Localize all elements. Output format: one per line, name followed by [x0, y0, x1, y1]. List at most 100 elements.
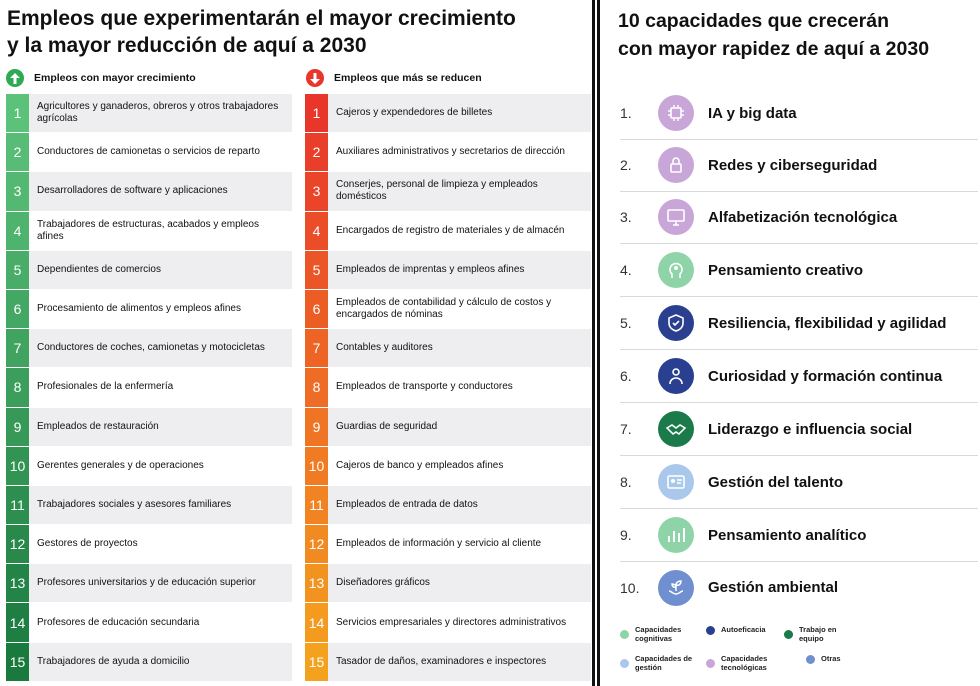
jobs-title-line2: y la mayor reducción de aquí a 2030 — [7, 34, 367, 57]
growth-row: 14 Profesores de educación secundaria — [6, 603, 292, 643]
decline-rank: 3 — [305, 172, 328, 211]
growth-label: Gestores de proyectos — [29, 525, 292, 564]
legend-swatch — [806, 655, 815, 664]
growth-rank: 11 — [6, 485, 29, 525]
growth-row: 8 Profesionales de la enfermería — [6, 368, 292, 408]
growth-header-label: Empleos con mayor crecimiento — [34, 72, 196, 84]
decline-label: Cajeros y expendedores de billetes — [328, 94, 591, 133]
legend-item: Capacidades cognitivas — [620, 625, 693, 643]
growth-rank: 6 — [6, 289, 29, 329]
decline-rank: 15 — [305, 642, 328, 681]
growth-rank: 1 — [6, 94, 29, 133]
decline-label: Empleados de imprentas y empleos afines — [328, 250, 591, 289]
growth-label: Empleados de restauración — [29, 407, 292, 446]
skill-label: Resiliencia, flexibilidad y agilidad — [708, 314, 947, 332]
analytics-icon — [658, 517, 694, 553]
growth-row: 10 Gerentes generales y de operaciones — [6, 446, 292, 486]
skill-rank: 10. — [620, 579, 640, 596]
growth-rank: 12 — [6, 525, 29, 564]
skill-item: 10. Gestión ambiental — [620, 561, 978, 614]
decline-label: Contables y auditores — [328, 329, 591, 368]
talent-card-icon — [658, 464, 694, 500]
skill-item: 6. Curiosidad y formación continua — [620, 350, 978, 403]
decline-row: 8 Empleados de transporte y conductores — [305, 368, 591, 408]
skill-item: 5. Resiliencia, flexibilidad y agilidad — [620, 297, 978, 350]
growth-rank: 9 — [6, 407, 29, 446]
skills-title-line1: 10 capacidades que crecerán — [618, 10, 889, 32]
decline-row: 13 Diseñadores gráficos — [305, 564, 591, 604]
growth-row: 6 Procesamiento de alimentos y empleos af… — [6, 289, 292, 330]
decline-label: Diseñadores gráficos — [328, 564, 591, 603]
decline-rank: 2 — [305, 133, 328, 172]
growth-rank: 7 — [6, 329, 29, 368]
growth-row: 11 Trabajadores sociales y asesores famil… — [6, 485, 292, 526]
decline-rank: 10 — [305, 446, 328, 485]
decline-row: 2 Auxiliares administrativos y secretario… — [305, 133, 591, 173]
skill-label: Gestión del talento — [708, 473, 844, 491]
skill-rank: 6. — [620, 368, 632, 384]
skill-item: 9. Pensamiento analítico — [620, 509, 978, 562]
skill-rank: 8. — [620, 474, 632, 490]
growth-label: Gerentes generales y de operaciones — [29, 446, 292, 485]
decline-label: Empleados de transporte y conductores — [328, 368, 591, 407]
skill-rank: 7. — [620, 421, 632, 437]
decline-rank: 1 — [305, 94, 328, 133]
growth-row: 1 Agricultores y ganaderos, obreros y otr… — [6, 94, 292, 134]
skill-item: 8. Gestión del talento — [620, 456, 978, 509]
growth-label: Conductores de camionetas o servicios de… — [29, 133, 292, 172]
legend-item: Capacidades de gestión — [620, 654, 693, 672]
growth-label: Trabajadores de estructuras, acabados y … — [29, 211, 292, 250]
skill-label: Pensamiento analítico — [708, 526, 867, 544]
skill-rank: 5. — [620, 315, 632, 331]
skill-rank: 3. — [620, 209, 632, 225]
growth-rank: 4 — [6, 211, 29, 250]
decline-rank: 4 — [305, 211, 328, 250]
growth-row: 12 Gestores de proyectos — [6, 525, 292, 565]
decline-label: Cajeros de banco y empleados afines — [328, 446, 591, 485]
decline-row: 1 Cajeros y expendedores de billetes — [305, 94, 591, 134]
growth-rank: 15 — [6, 642, 29, 681]
decline-rank: 14 — [305, 603, 328, 642]
growth-row: 13 Profesores universitarios y de educaci… — [6, 564, 292, 604]
growth-row: 7 Conductores de coches, camionetas y mot… — [6, 329, 292, 369]
decline-rank: 5 — [305, 250, 328, 289]
skill-rank: 2. — [620, 157, 632, 173]
growth-rank: 8 — [6, 368, 29, 407]
skill-item: 7. Liderazgo e influencia social — [620, 403, 978, 456]
growth-row: 4 Trabajadores de estructuras, acabados y… — [6, 211, 292, 251]
skill-rank: 9. — [620, 527, 632, 543]
growth-label: Agricultores y ganaderos, obreros y otro… — [29, 94, 292, 133]
legend-swatch — [620, 659, 629, 668]
growth-label: Conductores de coches, camionetas y moto… — [29, 329, 292, 368]
growth-list: 1 Agricultores y ganaderos, obreros y otr… — [6, 94, 292, 682]
legend-swatch — [620, 630, 629, 639]
legend-label: Capacidades de gestión — [635, 654, 693, 672]
arrow-down-icon — [306, 69, 324, 87]
decline-label: Servicios empresariales y directores adm… — [328, 603, 591, 642]
decline-rank: 12 — [305, 525, 328, 564]
plant-hands-icon — [658, 569, 694, 606]
legend-item: Autoeficacia — [706, 626, 766, 635]
decline-row: 9 Guardias de seguridad — [305, 407, 591, 447]
legend-item: Capacidades tecnológicas — [706, 654, 779, 672]
decline-row: 12 Empleados de información y servicio al… — [305, 525, 591, 565]
decline-label: Auxiliares administrativos y secretarios… — [328, 133, 591, 172]
legend-label: Autoeficacia — [721, 625, 766, 635]
decline-row: 14 Servicios empresariales y directores a… — [305, 603, 591, 643]
monitor-icon — [658, 199, 694, 235]
skill-item: 4. Pensamiento creativo — [620, 244, 978, 297]
legend-swatch — [706, 626, 715, 635]
growth-rank: 5 — [6, 250, 29, 289]
skill-label: Curiosidad y formación continua — [708, 367, 943, 385]
growth-label: Trabajadores de ayuda a domicilio — [29, 642, 292, 681]
decline-rank: 11 — [305, 485, 328, 525]
decline-label: Tasador de daños, examinadores e inspect… — [328, 642, 591, 681]
decline-label: Empleados de información y servicio al c… — [328, 525, 591, 564]
growth-row: 15 Trabajadores de ayuda a domicilio — [6, 642, 292, 682]
decline-row: 5 Empleados de imprentas y empleos afines — [305, 250, 591, 290]
growth-rank: 3 — [6, 172, 29, 211]
skill-label: Pensamiento creativo — [708, 261, 864, 279]
skill-item: 3. Alfabetización tecnológica — [620, 191, 978, 244]
growth-rank: 14 — [6, 603, 29, 642]
legend-label: Capacidades tecnológicas — [721, 654, 768, 672]
